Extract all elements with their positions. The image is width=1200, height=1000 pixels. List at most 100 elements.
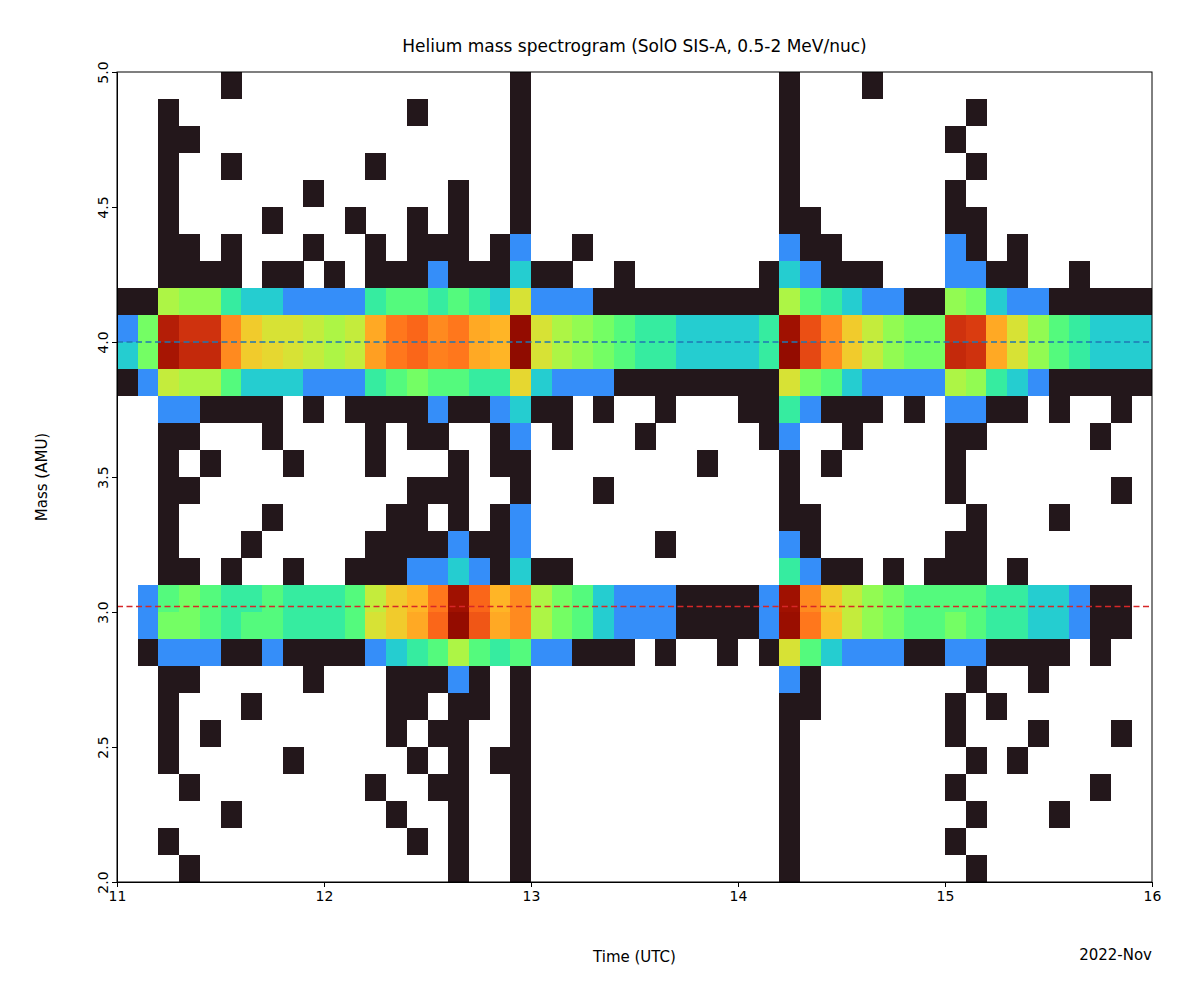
heatmap-cell bbox=[862, 72, 883, 99]
heatmap-cell bbox=[158, 504, 179, 531]
heatmap-cell bbox=[407, 234, 428, 261]
heatmap-cell bbox=[469, 531, 490, 558]
heatmap-cell bbox=[158, 747, 179, 774]
heatmap-cell bbox=[1111, 288, 1132, 315]
y-tick-mark bbox=[112, 882, 117, 883]
heatmap-cell bbox=[241, 342, 262, 369]
heatmap-cell bbox=[552, 396, 573, 423]
heatmap-cell bbox=[986, 288, 1007, 315]
heatmap-cell bbox=[510, 99, 531, 126]
heatmap-cell bbox=[138, 639, 159, 666]
heatmap-cell bbox=[986, 315, 1007, 342]
heatmap-cell bbox=[428, 558, 449, 585]
heatmap-cell bbox=[779, 855, 800, 882]
heatmap-cell bbox=[448, 315, 469, 342]
heatmap-cell bbox=[635, 423, 656, 450]
heatmap-cell bbox=[448, 855, 469, 882]
heatmap-cell bbox=[1069, 369, 1090, 396]
heatmap-cell bbox=[842, 558, 863, 585]
heatmap-cell bbox=[283, 261, 304, 288]
heatmap-cell bbox=[717, 315, 738, 342]
heatmap-cell bbox=[779, 180, 800, 207]
heatmap-cell bbox=[283, 612, 304, 639]
heatmap-cell bbox=[428, 585, 449, 612]
heatmap-cell bbox=[966, 288, 987, 315]
heatmap-cell bbox=[924, 558, 945, 585]
heatmap-cell bbox=[614, 585, 635, 612]
x-axis-offset-label: 2022-Nov bbox=[1079, 946, 1152, 964]
heatmap-cell bbox=[676, 315, 697, 342]
heatmap-cell bbox=[945, 639, 966, 666]
heatmap-cell bbox=[779, 315, 800, 342]
heatmap-cell bbox=[924, 288, 945, 315]
heatmap-cell bbox=[510, 342, 531, 369]
heatmap-cell bbox=[531, 585, 552, 612]
heatmap-cell bbox=[800, 558, 821, 585]
x-tick-mark bbox=[1152, 882, 1153, 887]
heatmap-cell bbox=[1028, 639, 1049, 666]
heatmap-cell bbox=[697, 450, 718, 477]
heatmap-cell bbox=[697, 585, 718, 612]
heatmap-cell bbox=[365, 342, 386, 369]
heatmap-cell bbox=[966, 504, 987, 531]
heatmap-cell bbox=[386, 504, 407, 531]
heatmap-cell bbox=[821, 612, 842, 639]
heatmap-cell bbox=[759, 369, 780, 396]
heatmap-cell bbox=[821, 396, 842, 423]
heatmap-cell bbox=[221, 801, 242, 828]
heatmap-cell bbox=[924, 612, 945, 639]
x-tick-label: 15 bbox=[937, 888, 955, 904]
heatmap-cell bbox=[324, 342, 345, 369]
heatmap-cell bbox=[738, 315, 759, 342]
heatmap-cell bbox=[303, 585, 324, 612]
heatmap-cell bbox=[572, 342, 593, 369]
y-axis: 2.02.53.03.54.04.55.0 bbox=[95, 61, 118, 893]
heatmap-cell bbox=[862, 612, 883, 639]
heatmap-cell bbox=[241, 369, 262, 396]
heatmap-cell bbox=[779, 693, 800, 720]
heatmap-cell bbox=[407, 315, 428, 342]
heatmap-cell bbox=[800, 207, 821, 234]
heatmap-cell bbox=[221, 288, 242, 315]
heatmap-cell bbox=[200, 288, 221, 315]
heatmap-cell bbox=[158, 153, 179, 180]
heatmap-cell bbox=[407, 531, 428, 558]
heatmap-cell bbox=[945, 288, 966, 315]
heatmap-cell bbox=[800, 396, 821, 423]
heatmap-cell bbox=[510, 558, 531, 585]
heatmap-cell bbox=[221, 315, 242, 342]
heatmap-cell bbox=[490, 234, 511, 261]
heatmap-cell bbox=[614, 612, 635, 639]
heatmap-cell bbox=[531, 639, 552, 666]
x-tick-mark bbox=[738, 882, 739, 887]
heatmap-cell bbox=[759, 423, 780, 450]
heatmap-cell bbox=[945, 693, 966, 720]
heatmap-cell bbox=[924, 342, 945, 369]
heatmap-cell bbox=[158, 261, 179, 288]
heatmap-cell bbox=[842, 585, 863, 612]
heatmap-cell bbox=[883, 369, 904, 396]
heatmap-cell bbox=[448, 531, 469, 558]
heatmap-cell bbox=[779, 801, 800, 828]
heatmap-cell bbox=[407, 369, 428, 396]
heatmap-cell bbox=[1007, 315, 1028, 342]
heatmap-cell bbox=[966, 558, 987, 585]
heatmap-cell bbox=[490, 396, 511, 423]
heatmap-cell bbox=[759, 261, 780, 288]
heatmap-cell bbox=[862, 288, 883, 315]
heatmap-cell bbox=[1111, 342, 1132, 369]
heatmap-cell bbox=[428, 774, 449, 801]
heatmap-cell bbox=[490, 369, 511, 396]
x-tick: 12 bbox=[316, 882, 334, 904]
heatmap-cell bbox=[779, 612, 800, 639]
heatmap-cell bbox=[552, 558, 573, 585]
heatmap-cell bbox=[158, 666, 179, 693]
heatmap-cell bbox=[262, 342, 283, 369]
heatmap-cell bbox=[221, 585, 242, 612]
heatmap-cell bbox=[428, 288, 449, 315]
heatmap-cell bbox=[1049, 369, 1070, 396]
heatmap-cell bbox=[428, 396, 449, 423]
heatmap-cell bbox=[821, 450, 842, 477]
heatmap-cell bbox=[800, 504, 821, 531]
heatmap-cell bbox=[179, 423, 200, 450]
